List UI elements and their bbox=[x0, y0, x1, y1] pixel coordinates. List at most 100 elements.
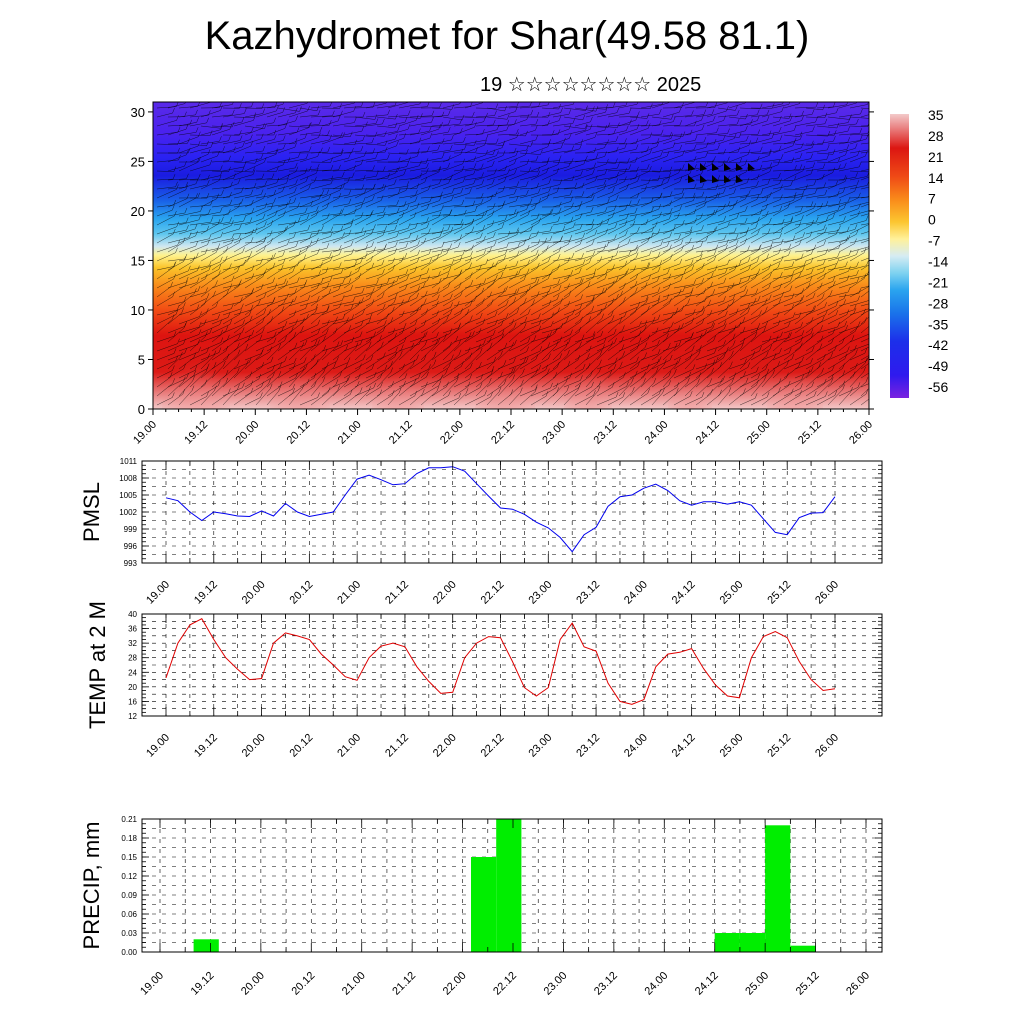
wind-barb-flag bbox=[227, 334, 230, 340]
wind-barb bbox=[629, 171, 650, 181]
wind-barb bbox=[629, 300, 646, 307]
wind-barb-flag bbox=[197, 265, 200, 271]
wind-barb-flag bbox=[249, 371, 253, 377]
wind-barb-flag bbox=[855, 349, 858, 355]
wind-barb bbox=[211, 393, 229, 406]
wind-barb bbox=[706, 380, 723, 388]
wind-barb bbox=[321, 176, 343, 181]
wind-barb bbox=[409, 280, 428, 289]
wind-barb bbox=[596, 161, 616, 164]
wind-barb bbox=[332, 223, 352, 226]
wind-barb-flag bbox=[183, 302, 186, 308]
wind-barb bbox=[486, 391, 500, 406]
wind-barb-flag bbox=[411, 342, 414, 349]
wind-barb bbox=[849, 104, 868, 109]
wind-barb-flag bbox=[746, 177, 750, 183]
wind-barb bbox=[321, 300, 343, 307]
wind-barb bbox=[376, 105, 395, 109]
wind-barb bbox=[772, 104, 789, 109]
wind-barb bbox=[354, 158, 376, 163]
wind-barb bbox=[860, 248, 869, 253]
wind-barb-flag bbox=[792, 140, 796, 146]
wind-barb bbox=[497, 312, 518, 325]
wind-barb bbox=[156, 215, 175, 226]
wind-barb bbox=[288, 158, 307, 163]
wind-barb bbox=[211, 294, 227, 307]
wind-barb bbox=[563, 321, 581, 334]
wind-barb-flag bbox=[791, 353, 795, 360]
wind-barb-flag bbox=[521, 379, 524, 385]
wind-barb-flag bbox=[823, 239, 826, 246]
wind-barb bbox=[464, 139, 486, 145]
wind-barb bbox=[200, 385, 219, 397]
wind-barb bbox=[332, 341, 353, 352]
wind-barb bbox=[299, 359, 314, 370]
wind-barb-flag bbox=[601, 287, 605, 293]
wind-barb bbox=[805, 178, 823, 181]
wind-barb bbox=[332, 226, 351, 235]
wind-barb-flag bbox=[569, 189, 573, 196]
wind-barb-flag bbox=[790, 180, 793, 186]
wind-barb-flag bbox=[358, 272, 362, 279]
wind-barb bbox=[530, 230, 551, 235]
wind-barb-flag bbox=[675, 360, 678, 366]
wind-barb bbox=[805, 367, 819, 379]
wind-barb bbox=[167, 178, 187, 181]
wind-barb-flag bbox=[394, 224, 397, 231]
wind-barb bbox=[640, 155, 661, 163]
wind-barb-flag bbox=[802, 232, 806, 238]
wind-barb bbox=[629, 183, 649, 190]
wind-barb-flag bbox=[520, 387, 523, 393]
wind-barb bbox=[728, 154, 749, 163]
wind-barb bbox=[288, 229, 308, 235]
wind-barb-flag bbox=[348, 229, 352, 235]
wind-barb-flag bbox=[326, 362, 329, 368]
wind-barb-flag bbox=[307, 294, 311, 301]
wind-barb-flag bbox=[847, 117, 851, 123]
wind-barb-flag bbox=[431, 117, 434, 123]
wind-barb-flag bbox=[559, 179, 563, 185]
wind-barb bbox=[541, 387, 557, 397]
wind-barb bbox=[607, 275, 625, 289]
y-tick-label: 20 bbox=[128, 683, 137, 692]
wind-barb-flag bbox=[185, 182, 188, 188]
wind-barb-flag bbox=[745, 289, 749, 295]
wind-barb-flag bbox=[226, 353, 230, 359]
wind-barb bbox=[662, 330, 679, 343]
wind-barb-flag bbox=[394, 179, 397, 185]
wind-barb bbox=[541, 120, 560, 127]
wind-barb-flag bbox=[417, 285, 421, 291]
wind-barb bbox=[332, 382, 347, 397]
wind-barb-flag bbox=[415, 196, 418, 202]
wind-barb bbox=[761, 210, 781, 217]
wind-barb bbox=[816, 326, 838, 334]
wind-barb bbox=[288, 151, 310, 154]
wind-barb-flag bbox=[657, 287, 661, 293]
wind-barb-flag bbox=[516, 229, 520, 235]
wind-barb-flag bbox=[238, 233, 241, 239]
wind-barb bbox=[794, 362, 811, 370]
x-tick-label: 23.00 bbox=[526, 732, 554, 760]
wind-barb bbox=[838, 354, 856, 370]
wind-barb bbox=[233, 376, 251, 388]
wind-barb-flag bbox=[238, 333, 241, 339]
wind-barb bbox=[816, 209, 839, 217]
wind-barb bbox=[717, 392, 730, 406]
wind-barb bbox=[563, 272, 580, 280]
wind-barb-flag bbox=[587, 362, 591, 369]
wind-barb bbox=[321, 346, 338, 361]
wind-barb bbox=[442, 227, 462, 235]
wind-barb-flag bbox=[330, 178, 334, 184]
wind-barb-flag bbox=[704, 329, 707, 335]
wind-barb-flag bbox=[370, 255, 374, 262]
wind-barb bbox=[530, 214, 550, 226]
wind-barb-flag bbox=[614, 338, 617, 344]
wind-barb-flag bbox=[557, 129, 561, 135]
wind-barb bbox=[629, 224, 647, 226]
wind-barb-flag bbox=[180, 352, 183, 358]
wind-barb bbox=[640, 233, 659, 244]
wind-barb bbox=[211, 140, 229, 145]
wind-barb bbox=[519, 351, 540, 361]
wind-barb bbox=[717, 138, 735, 145]
wind-barb bbox=[860, 346, 869, 352]
